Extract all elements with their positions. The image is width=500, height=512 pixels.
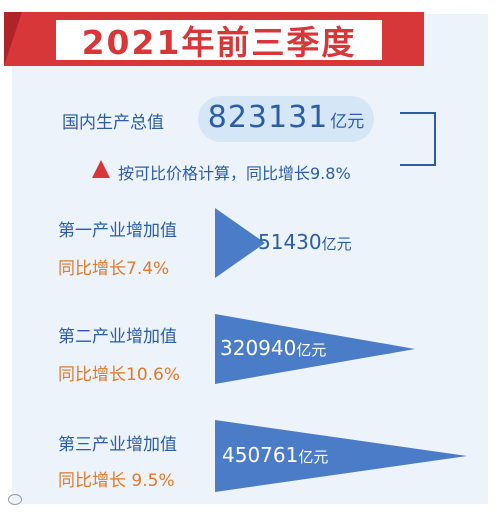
secondary-industry-unit: 亿元 [296, 341, 327, 359]
secondary-industry-wedge [215, 314, 415, 384]
red-up-triangle-icon [92, 160, 110, 178]
bracket-connector [400, 112, 436, 166]
page-title: 2021年前三季度 [81, 23, 357, 62]
infographic-card [12, 14, 488, 504]
tertiary-industry-wedge [215, 420, 467, 492]
weibo-icon [8, 494, 22, 505]
tertiary-industry-unit: 亿元 [298, 448, 329, 466]
primary-industry-unit: 亿元 [321, 235, 352, 253]
title-box: 2021年前三季度 [56, 20, 382, 62]
primary-industry-wedge [215, 208, 265, 278]
gdp-value-pill: 823131 亿元 [198, 96, 374, 142]
secondary-industry-value: 320940 [220, 336, 297, 360]
primary-industry-growth: 同比增长7.4% [58, 259, 170, 279]
tertiary-industry-value-group: 450761亿元 [222, 443, 328, 467]
primary-industry-name: 第一产业增加值 [58, 221, 177, 241]
gdp-growth-text: 按可比价格计算，同比增长9.8% [118, 164, 351, 183]
gdp-unit: 亿元 [330, 112, 365, 132]
tertiary-industry-growth: 同比增长 9.5% [58, 471, 175, 491]
secondary-industry-growth: 同比增长10.6% [58, 365, 181, 385]
primary-industry-value: 51430 [258, 230, 322, 254]
gdp-label: 国内生产总值 [62, 113, 164, 133]
secondary-industry-name: 第二产业增加值 [58, 327, 177, 347]
tertiary-industry-name: 第三产业增加值 [58, 435, 177, 455]
gdp-value: 823131 [207, 100, 329, 135]
watermark [8, 494, 22, 505]
tertiary-industry-value: 450761 [222, 443, 299, 467]
secondary-industry-value-group: 320940亿元 [220, 336, 326, 360]
banner-fold [4, 12, 22, 66]
primary-industry-value-group: 51430亿元 [258, 230, 352, 254]
